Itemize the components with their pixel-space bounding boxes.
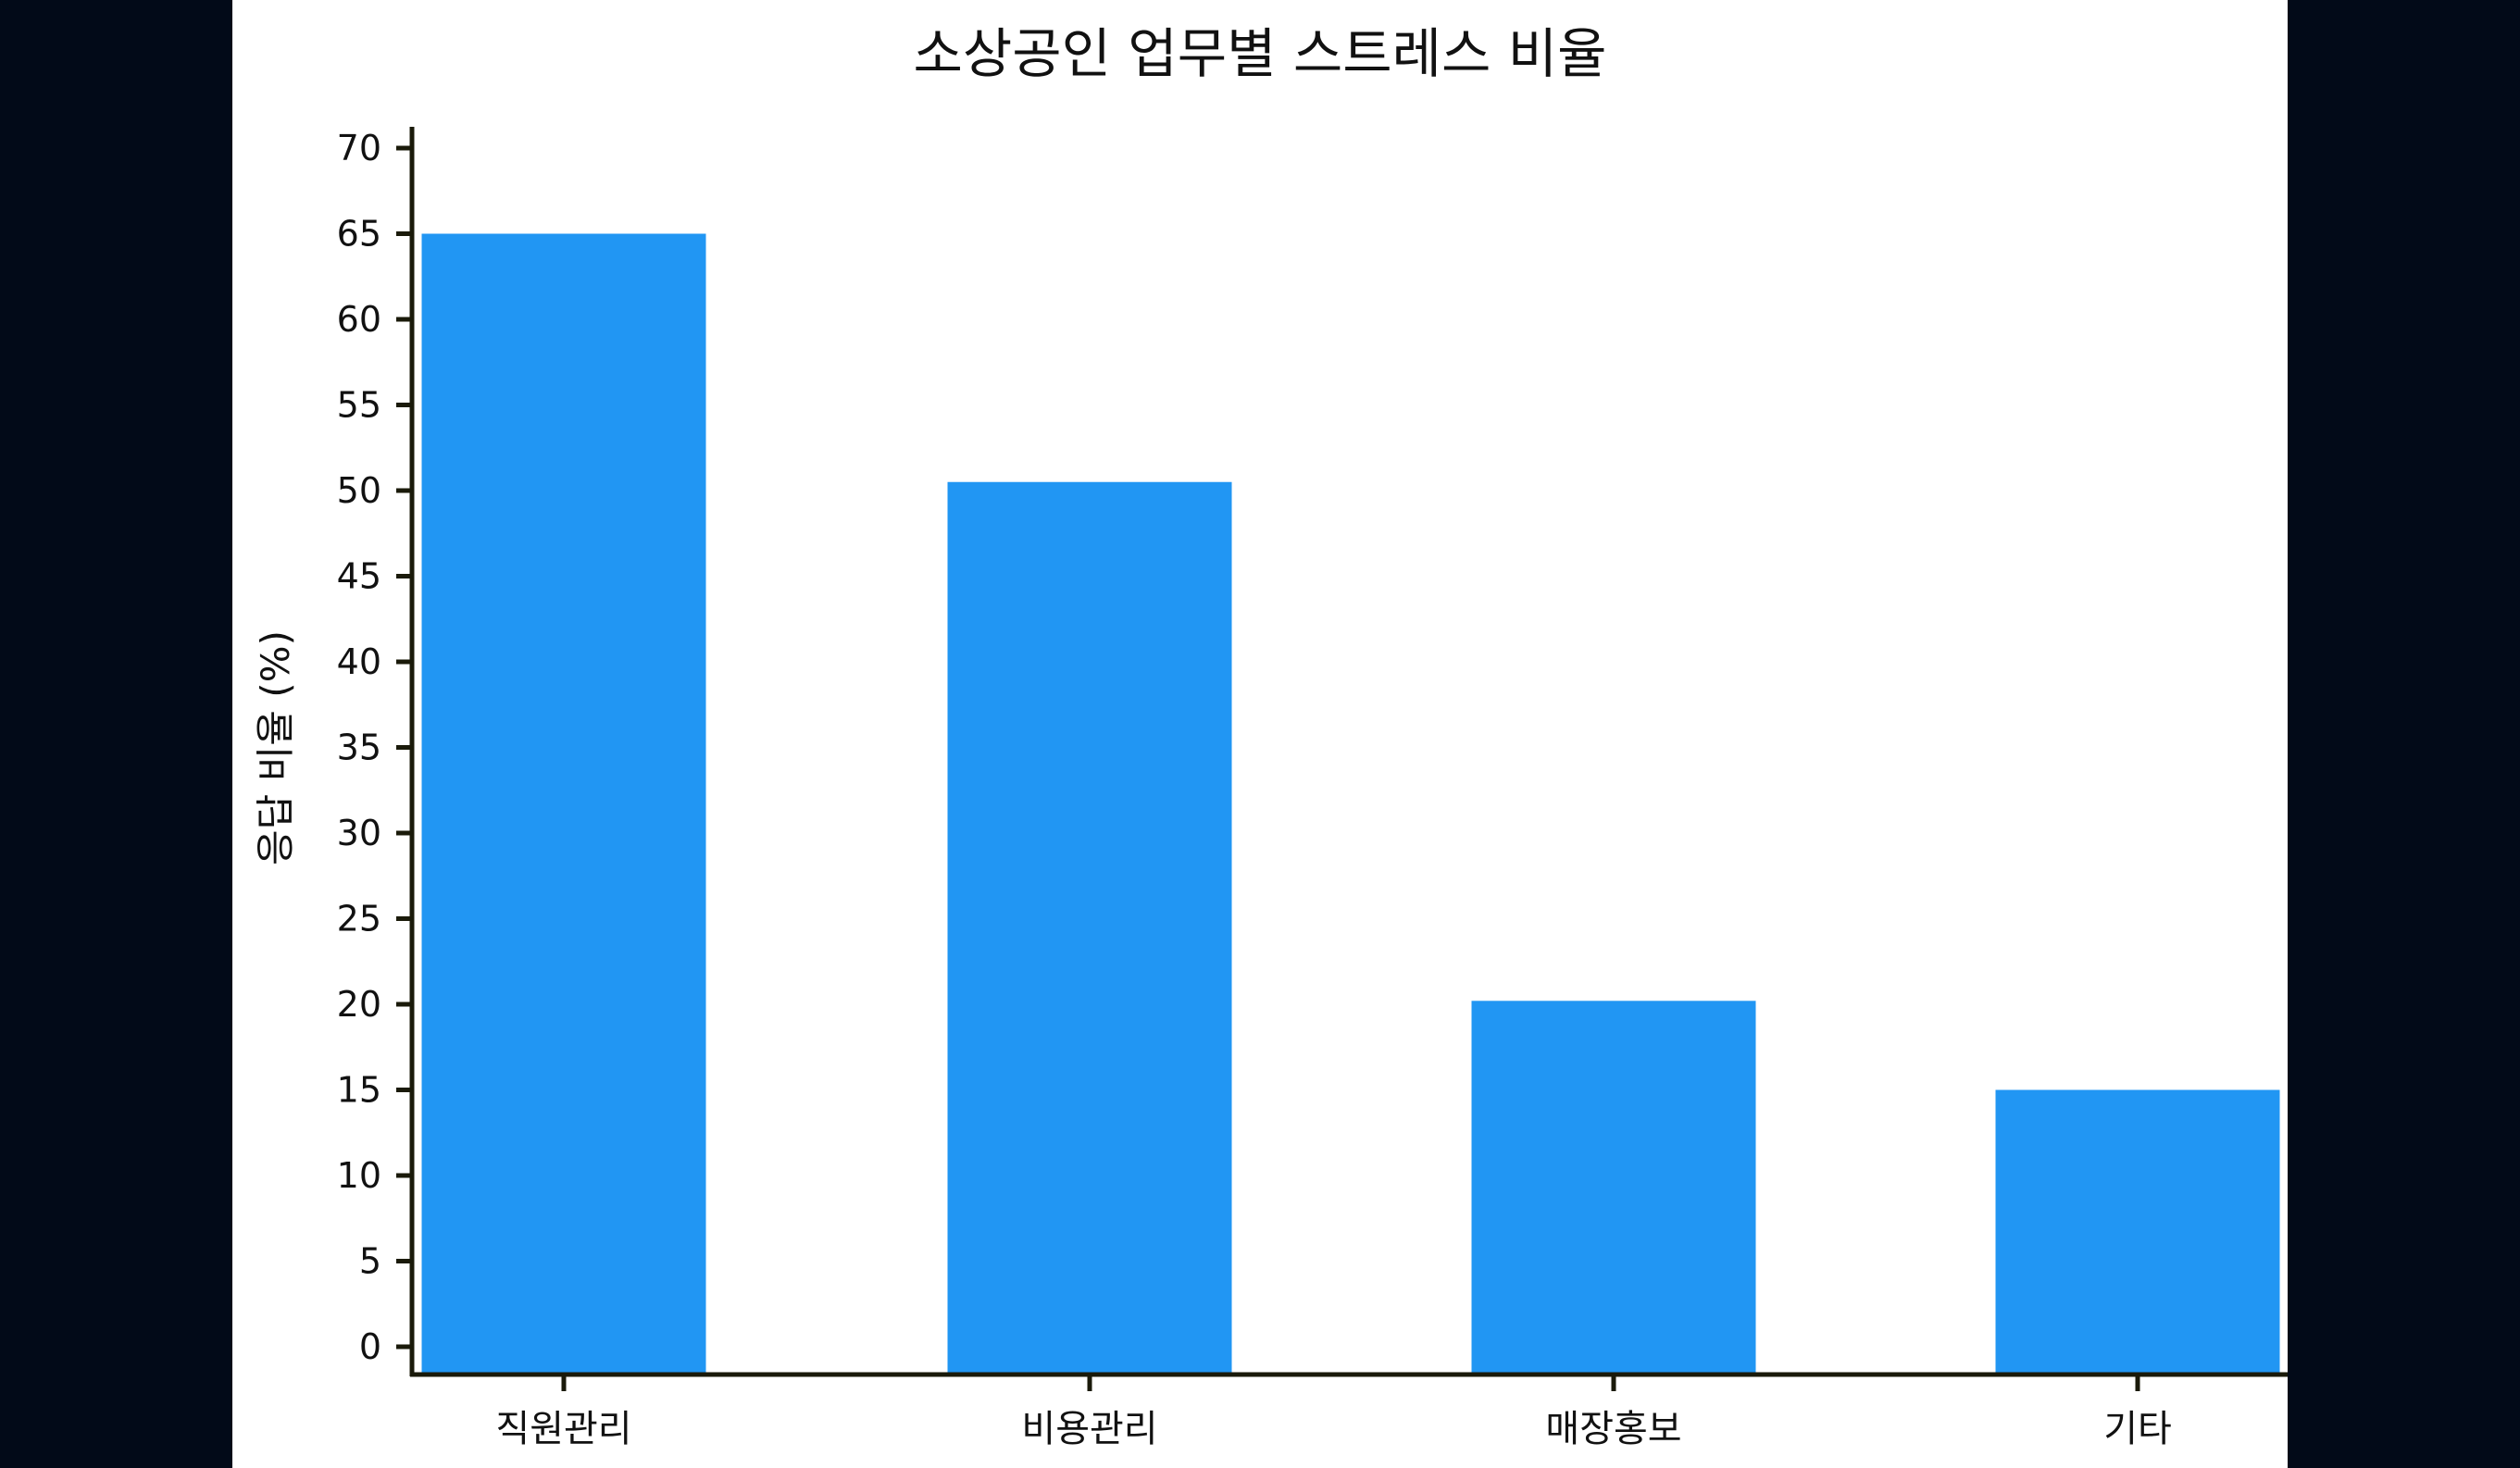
bar-1 (947, 481, 1232, 1373)
x-tick-label: 매장홍보 (1545, 1408, 1681, 1450)
y-tick-label: 20 (337, 984, 381, 1025)
y-tick-label: 40 (337, 641, 381, 682)
bar-0 (421, 233, 706, 1373)
y-tick-label: 10 (337, 1155, 381, 1196)
y-axis-label: 응답 비율 (%) (253, 630, 298, 865)
y-tick-label: 5 (359, 1241, 381, 1282)
x-tick-label: 비용관리 (1021, 1408, 1157, 1450)
y-tick-label: 35 (337, 728, 381, 768)
y-tick-label: 15 (337, 1070, 381, 1111)
y-tick-label: 70 (337, 128, 381, 168)
x-tick-label: 기타 (2103, 1408, 2172, 1450)
y-tick-label: 65 (337, 214, 381, 255)
y-tick-label: 25 (337, 899, 381, 939)
y-tick-label: 50 (337, 470, 381, 511)
x-tick-label: 직원관리 (495, 1408, 631, 1450)
y-tick-label: 55 (337, 385, 381, 426)
y-tick-label: 60 (337, 299, 381, 340)
bar-2 (1471, 1001, 1756, 1373)
bar-3 (1995, 1089, 2280, 1373)
y-tick-label: 45 (337, 556, 381, 597)
y-tick-label: 30 (337, 813, 381, 853)
y-tick-label: 0 (359, 1326, 381, 1367)
chart-title: 소상공인 업무별 스트레스 비율 (914, 22, 1607, 85)
